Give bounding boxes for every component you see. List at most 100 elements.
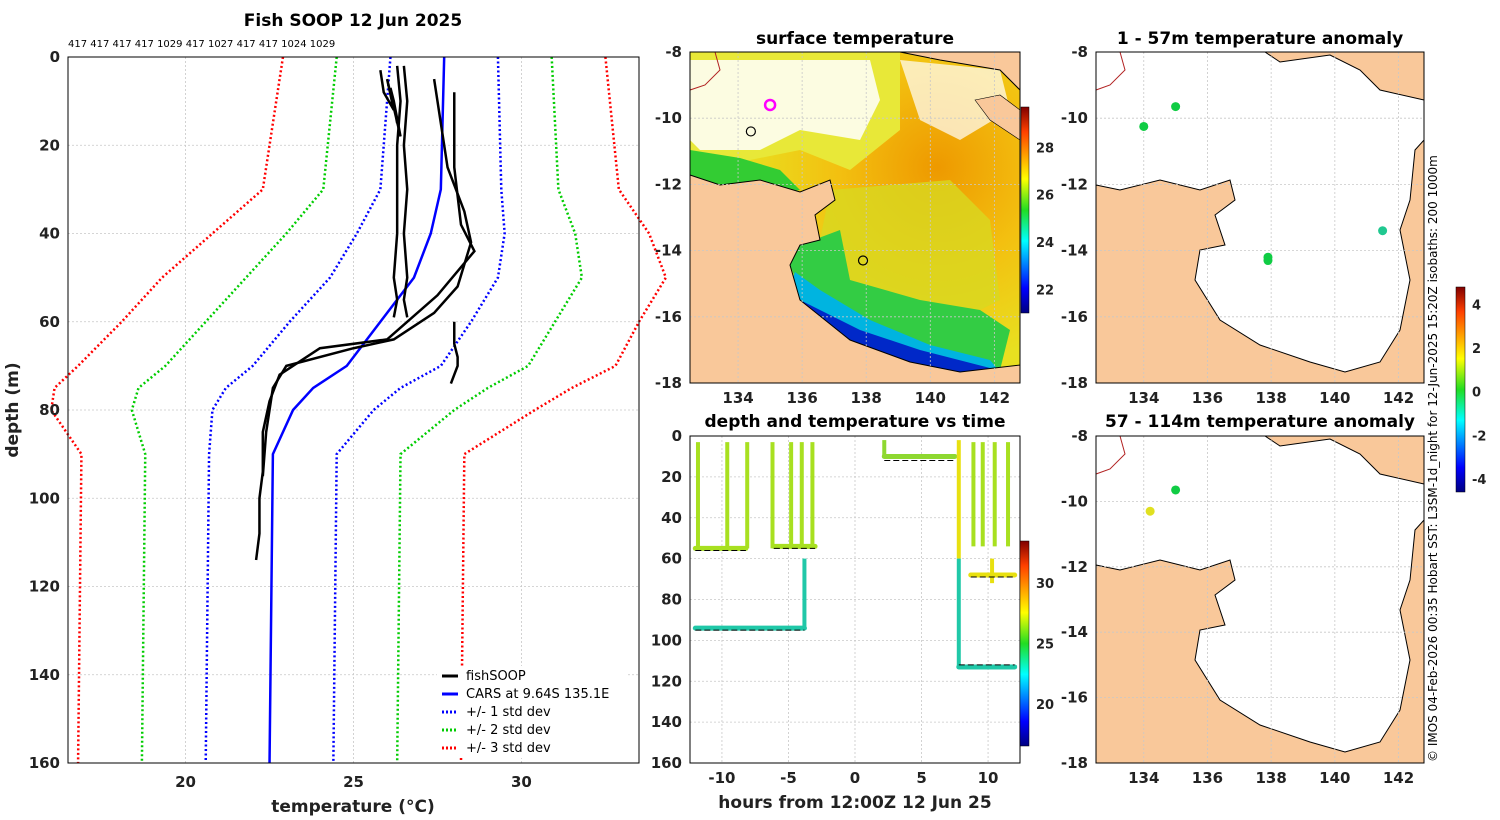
profile-lines [49, 56, 668, 764]
profile-fishsoop-cast-2 [379, 70, 402, 137]
profile-xtick-20: 20 [175, 773, 196, 791]
anom1-xtick-138: 138 [1255, 389, 1286, 407]
anom2-axes-box [1095, 435, 1425, 764]
anom1-ytick--12: -12 [1061, 175, 1088, 193]
sst-xtick-140: 140 [915, 389, 946, 407]
legend-std2: +/- 2 std dev [466, 723, 551, 738]
time-ytick-120: 120 [651, 672, 682, 690]
profile-ytick-0: 0 [50, 48, 60, 66]
time-ytick-0: 0 [672, 427, 682, 445]
anom2-ytick--16: -16 [1061, 689, 1088, 707]
legend-cars: CARS at 9.64S 135.1E [466, 687, 609, 702]
profile-ytick-60: 60 [39, 313, 60, 331]
sst-ticks: 134 136 138 140 142 -8 -10 -12 -14 -16 -18 [655, 43, 1010, 407]
anom2-ytick--18: -18 [1061, 754, 1088, 772]
anom-colorbar [1455, 286, 1466, 493]
sst-ytick--8: -8 [665, 43, 682, 61]
anom1-ytick--16: -16 [1061, 308, 1088, 326]
profile-ytick-20: 20 [39, 136, 60, 154]
anom-cbtick-2: 2 [1472, 342, 1481, 357]
anom1-title: 1 - 57m temperature anomaly [1117, 29, 1403, 49]
profile-panel: Fish SOOP 12 Jun 2025 417 417 417 417 10… [3, 11, 668, 817]
time-xtick-10: 10 [978, 769, 999, 787]
profile-std2-lower [130, 56, 338, 764]
anom1-ytick--10: -10 [1061, 109, 1088, 127]
profile-std3-lower [49, 56, 285, 764]
anom1-ticks: 134 136 138 140 142 -8 -10 -12 -14 -16 -18 [1061, 43, 1414, 407]
time-ytick-100: 100 [651, 631, 682, 649]
anom1-land-mainland [1095, 138, 1425, 384]
anom2-xtick-134: 134 [1128, 769, 1159, 787]
time-colorbar [1019, 540, 1030, 747]
anom2-title: 57 - 114m temperature anomaly [1105, 412, 1415, 432]
sst-marker-0 [763, 98, 777, 112]
anom-cbtick--4: -4 [1472, 473, 1486, 488]
anom-cbtick--2: -2 [1472, 429, 1486, 444]
profile-fishsoop-cast-0 [392, 65, 402, 318]
time-title: depth and temperature vs time [705, 412, 1006, 432]
anom2-ticks: 134 136 138 140 142 -8 -10 -12 -14 -16 -18 [1061, 427, 1414, 787]
profile-grid [68, 56, 639, 764]
anom1-xtick-136: 136 [1192, 389, 1223, 407]
profile-ytick-40: 40 [39, 225, 60, 243]
anom2-panel: 57 - 114m temperature anomaly 134 136 138 1… [1061, 286, 1486, 787]
profile-ytick-120: 120 [29, 578, 60, 596]
profile-axes-box [67, 56, 640, 764]
sst-cbtick-22: 22 [1036, 283, 1054, 298]
sst-ytick--14: -14 [655, 242, 682, 260]
sst-title: surface temperature [756, 29, 954, 49]
profile-std1-upper [332, 56, 506, 764]
anom2-xtick-142: 142 [1383, 769, 1414, 787]
profile-ticks: 20 25 30 0 20 40 60 80 100 120 140 160 [29, 48, 532, 791]
time-grid [690, 435, 1020, 764]
sst-colorbar-ticks: 22 24 26 28 [1036, 141, 1054, 298]
legend-std1: +/- 1 std dev [466, 705, 551, 720]
profile-fishsoop-cast-1 [402, 65, 409, 318]
sst-cloud-mask [690, 60, 880, 150]
sst-xtick-134: 134 [722, 389, 753, 407]
sst-axes-box [689, 51, 1021, 384]
anom2-point-0 [1171, 485, 1181, 495]
anom-colorbar-ticks: 4 2 0 -2 -4 [1472, 298, 1486, 487]
anom1-xtick-134: 134 [1128, 389, 1159, 407]
anom2-xtick-140: 140 [1319, 769, 1350, 787]
anom1-ytick--18: -18 [1061, 374, 1088, 392]
time-series-data [692, 440, 1018, 670]
profile-xlabel: temperature (°C) [271, 797, 435, 817]
anom1-point-4 [1378, 226, 1388, 236]
sensor-ids: 417 417 417 417 1029 417 1027 417 417 10… [68, 39, 335, 50]
anom1-points [1139, 102, 1388, 266]
sst-cbtick-24: 24 [1036, 236, 1054, 251]
sst-markers [745, 98, 869, 266]
profile-ytick-160: 160 [29, 754, 60, 772]
time-cbtick-20: 20 [1036, 698, 1054, 713]
time-ytick-60: 60 [661, 550, 682, 568]
profile-std1-lower [204, 56, 392, 764]
time-colorbar-ticks: 20 25 30 [1036, 577, 1054, 713]
time-panel: depth and temperature vs time -10 -5 0 5 100… [651, 412, 1054, 813]
time-xtick-0: 0 [850, 769, 860, 787]
sst-cbtick-28: 28 [1036, 141, 1054, 156]
profile-cars-line [268, 56, 446, 764]
sst-ytick--16: -16 [655, 308, 682, 326]
anom2-ytick--12: -12 [1061, 558, 1088, 576]
time-ytick-40: 40 [661, 509, 682, 527]
anom2-xtick-136: 136 [1192, 769, 1223, 787]
time-ytick-160: 160 [651, 754, 682, 772]
time-xtick-5: 5 [916, 769, 926, 787]
anom1-panel: 1 - 57m temperature anomaly 134 136 138 140… [1061, 29, 1425, 407]
anom2-land-mainland [1095, 518, 1425, 764]
time-xtick--5: -5 [780, 769, 797, 787]
sst-colorbar [1020, 106, 1030, 314]
legend-std3: +/- 3 std dev [466, 741, 551, 756]
profile-std2-upper [395, 56, 584, 764]
sst-marker-1 [745, 126, 756, 137]
legend-fishsoop: fishSOOP [466, 669, 526, 684]
sst-ytick--10: -10 [655, 109, 682, 127]
sst-xtick-136: 136 [786, 389, 817, 407]
profile-ylabel: depth (m) [3, 362, 23, 457]
anom1-point-0 [1171, 102, 1181, 112]
anom1-xtick-140: 140 [1319, 389, 1350, 407]
